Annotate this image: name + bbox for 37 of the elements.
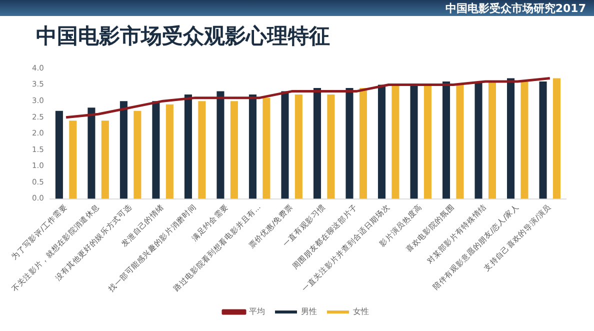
bar	[552, 78, 560, 199]
bar	[281, 91, 289, 199]
bar	[539, 82, 547, 199]
bar	[506, 78, 515, 199]
bar	[424, 84, 432, 199]
bar	[313, 88, 322, 199]
bar	[474, 82, 482, 199]
bar	[410, 84, 418, 199]
bar	[120, 101, 128, 199]
bar	[346, 88, 354, 199]
bar	[198, 101, 206, 199]
bar	[327, 94, 335, 199]
bar	[216, 91, 224, 199]
bar	[184, 94, 192, 199]
legend-label: 男性	[301, 307, 317, 316]
bar	[378, 84, 386, 199]
bar	[392, 84, 400, 199]
bar	[69, 120, 77, 199]
bar	[134, 110, 142, 199]
bar	[88, 108, 96, 199]
bar	[166, 104, 174, 199]
bar	[294, 94, 302, 199]
chart-title: 中国电影市场受众观影心理特征	[36, 23, 330, 50]
bar	[230, 101, 238, 199]
legend-label: 女性	[353, 307, 369, 316]
bar	[488, 82, 496, 199]
text: 中国电影受众市场研究2017	[445, 1, 586, 16]
bar	[442, 82, 450, 199]
bar	[456, 84, 464, 199]
bar	[248, 94, 256, 199]
bar	[101, 120, 109, 199]
legend-label: 平均	[249, 307, 265, 316]
bar	[520, 82, 528, 199]
bar	[359, 88, 367, 199]
bar	[152, 101, 160, 199]
bar	[55, 110, 63, 199]
bar	[262, 98, 270, 199]
